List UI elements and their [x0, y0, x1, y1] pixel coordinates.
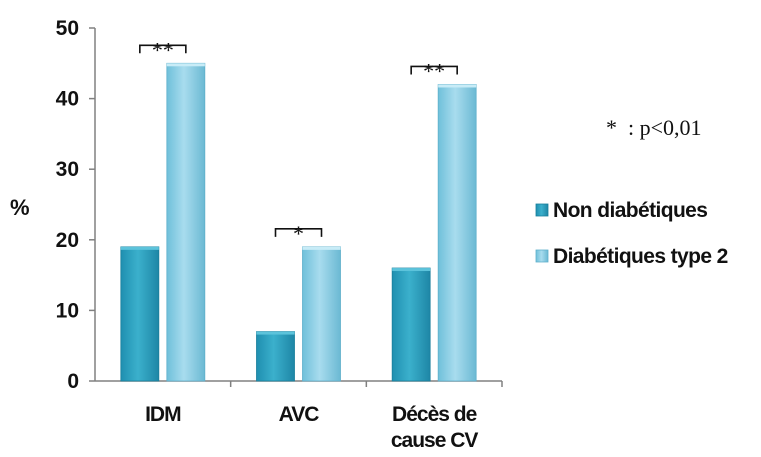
- significance-bracket: [410, 65, 458, 75]
- bar: [391, 267, 431, 382]
- y-axis-label: %: [10, 195, 30, 220]
- significance-stars: **: [152, 37, 174, 62]
- y-tick-label: 20: [56, 229, 79, 252]
- legend-label: Diabétiques type 2: [553, 245, 728, 268]
- bar: [256, 331, 295, 382]
- x-category-label: cause CV: [391, 429, 479, 452]
- significance-bracket: [274, 228, 323, 237]
- bar: [120, 246, 160, 382]
- y-tick-label: 40: [56, 88, 79, 111]
- significance-stars: **: [423, 58, 445, 83]
- x-category-label: IDM: [145, 403, 181, 426]
- bar-top-highlight: [256, 331, 295, 335]
- legend: Non diabétiques Diabétiques type 2: [535, 199, 728, 268]
- legend-swatch: [535, 203, 549, 217]
- x-category-label: Décès de: [392, 403, 477, 426]
- legend-label: Non diabétiques: [553, 199, 707, 222]
- y-tick-label: 50: [56, 17, 79, 40]
- bar-top-highlight: [120, 246, 159, 250]
- significance-stars: *: [293, 221, 304, 246]
- bar: [437, 84, 477, 382]
- bar: [166, 62, 206, 382]
- bar-top-highlight: [392, 268, 431, 272]
- y-tick-label: 30: [56, 158, 79, 181]
- bar-top-highlight: [302, 246, 341, 250]
- bar-top-highlight: [166, 63, 205, 67]
- significance-annotation: * : p<0,01: [606, 115, 702, 140]
- bars: [120, 62, 477, 382]
- significance-marks: *****: [139, 37, 458, 246]
- significance-bracket: [139, 44, 187, 54]
- legend-swatch: [535, 249, 549, 263]
- bar: [302, 246, 341, 382]
- y-tick-label: 0: [67, 370, 79, 393]
- y-tick-label: 10: [56, 299, 79, 322]
- axes: 0 10 20 30 40 50 IDM AVC Décès de cause CV: [56, 17, 503, 452]
- bar-top-highlight: [438, 84, 477, 88]
- x-category-label: AVC: [279, 403, 320, 426]
